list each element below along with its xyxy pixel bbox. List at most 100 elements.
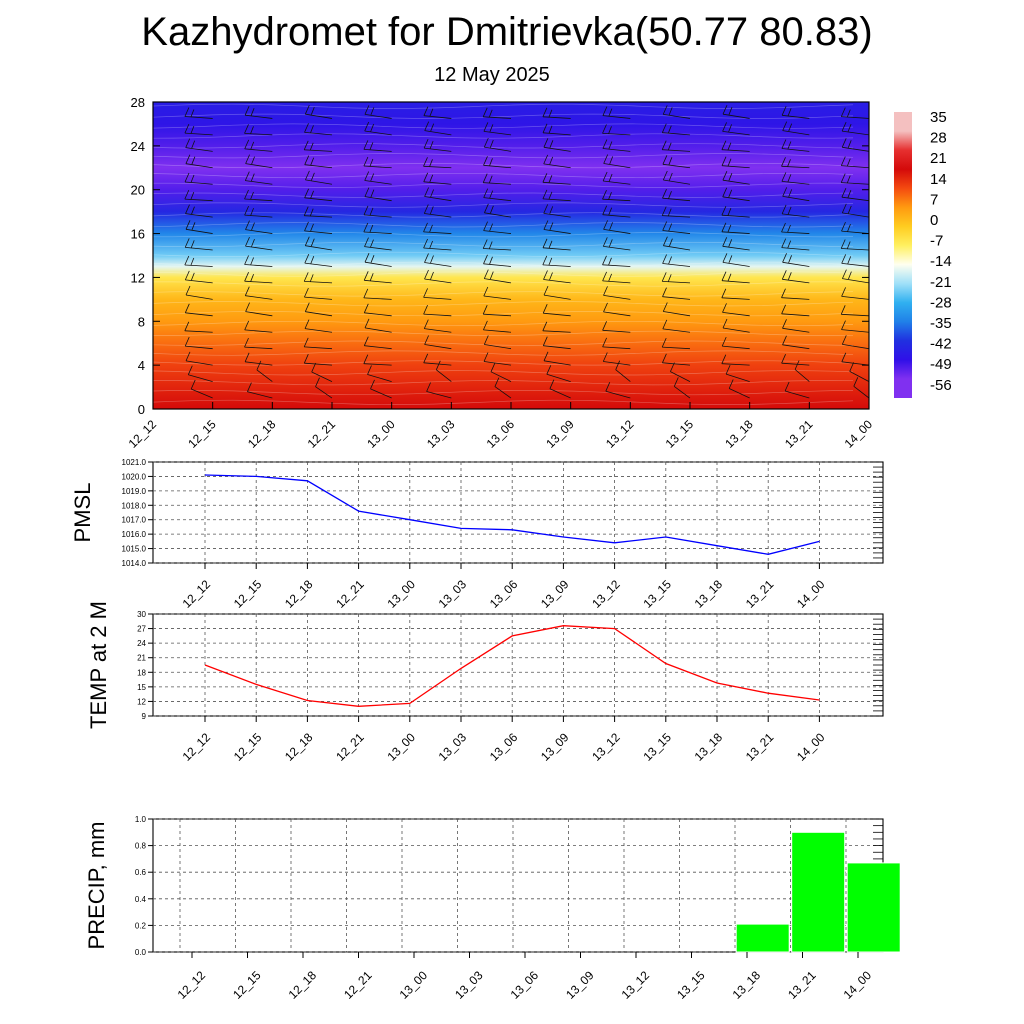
wind-barb-shaft bbox=[543, 312, 571, 317]
wind-barb-shaft bbox=[153, 397, 154, 399]
wind-barb-flag bbox=[132, 206, 135, 214]
wind-barb-flag bbox=[603, 220, 608, 230]
chart-subtitle: 12 May 2025 bbox=[434, 64, 550, 86]
wind-barb-shaft bbox=[423, 165, 452, 169]
y-tick-label: 1014.0 bbox=[122, 559, 147, 568]
wind-barb-flag bbox=[429, 240, 433, 249]
wind-barb-flag bbox=[126, 123, 130, 132]
heatmap-x-tick-label: 13_03 bbox=[424, 417, 458, 451]
wind-barb-shaft bbox=[663, 245, 691, 251]
wind-barb-flag bbox=[184, 303, 190, 313]
wind-barb-shaft bbox=[842, 146, 869, 152]
wind-barb-flag bbox=[847, 190, 852, 198]
wind-barb-flag bbox=[727, 273, 732, 282]
wind-barb-shaft bbox=[603, 163, 631, 169]
wind-barb-shaft bbox=[782, 196, 810, 202]
wind-barb-shaft bbox=[244, 133, 273, 136]
contour-line bbox=[153, 340, 854, 346]
wind-barb-shaft bbox=[602, 115, 631, 119]
wind-barb-shaft bbox=[662, 296, 691, 300]
wind-barb-flag bbox=[489, 271, 494, 280]
wind-barb-flag bbox=[549, 272, 553, 281]
wind-barb-shaft bbox=[423, 313, 452, 317]
wind-barb-shaft bbox=[543, 146, 571, 152]
wind-barb-flag bbox=[721, 288, 727, 298]
wind-barb-flag bbox=[190, 257, 195, 266]
heatmap-y-tick-label: 4 bbox=[138, 358, 145, 373]
wind-barb-shaft bbox=[426, 391, 452, 399]
wind-barb-flag bbox=[542, 336, 548, 346]
wind-barb-shaft bbox=[184, 181, 213, 185]
colorbar-label: -42 bbox=[930, 336, 952, 353]
colorbar-label: 35 bbox=[930, 109, 947, 126]
wind-barb-shaft bbox=[305, 113, 333, 119]
wind-barb-shaft bbox=[153, 298, 154, 300]
wind-barb-flag bbox=[608, 273, 612, 282]
wind-barb-flag bbox=[244, 337, 249, 348]
wind-barb-shaft bbox=[245, 311, 273, 317]
wind-barb-flag bbox=[602, 337, 607, 348]
wind-barb-flag bbox=[191, 140, 196, 149]
pmsl-series-line bbox=[204, 474, 820, 555]
wind-barb-flag bbox=[840, 173, 846, 183]
wind-barb-flag bbox=[542, 189, 548, 200]
wind-barb-shaft bbox=[184, 330, 213, 333]
wind-barb-shaft bbox=[185, 294, 213, 300]
wind-barb-flag bbox=[126, 352, 130, 361]
wind-barb-shaft bbox=[153, 331, 154, 333]
y-tick-label: 0.4 bbox=[135, 895, 147, 904]
wind-barb-flag bbox=[489, 223, 493, 232]
wind-barb-flag bbox=[310, 107, 315, 115]
wind-barb-shaft bbox=[184, 198, 213, 202]
wind-barb-flag bbox=[603, 286, 608, 296]
wind-barb-flag bbox=[841, 221, 846, 232]
wind-barb-shaft bbox=[483, 131, 512, 136]
wind-barb-shaft bbox=[722, 345, 750, 350]
wind-barb-flag bbox=[841, 287, 846, 297]
wind-barb-flag bbox=[841, 335, 847, 345]
wind-barb-flag bbox=[244, 124, 249, 134]
wind-barb-flag bbox=[549, 156, 554, 165]
heatmap-y-tick-label: 8 bbox=[138, 314, 145, 329]
wind-barb-flag bbox=[126, 221, 130, 230]
wind-barb-flag bbox=[310, 223, 314, 232]
wind-barb-flag bbox=[250, 173, 255, 182]
wind-barb-flag bbox=[787, 141, 792, 150]
x-tick-label: 13_03 bbox=[436, 577, 470, 611]
wind-barb-flag bbox=[190, 125, 195, 134]
wind-barb-flag bbox=[483, 221, 488, 231]
wind-barb-shaft bbox=[781, 247, 810, 251]
wind-barb-flag bbox=[256, 360, 262, 371]
wind-barb-shaft bbox=[603, 229, 631, 234]
heatmap-y-tick-label: 12 bbox=[131, 270, 145, 285]
wind-barb-shaft bbox=[364, 345, 392, 350]
wind-barb-shaft bbox=[543, 163, 571, 169]
wind-barb-flag bbox=[370, 107, 375, 116]
contour-line bbox=[153, 360, 854, 366]
wind-barb-flag bbox=[126, 204, 130, 213]
wind-barb-flag bbox=[728, 239, 733, 247]
x-tick-label: 12_15 bbox=[231, 730, 265, 764]
wind-barb-flag bbox=[483, 269, 489, 279]
contour-line bbox=[153, 301, 854, 307]
wind-barb-flag bbox=[247, 382, 252, 392]
colorbar-label: 14 bbox=[930, 171, 947, 188]
wind-barb-shaft bbox=[662, 346, 691, 350]
wind-barb-shaft bbox=[722, 113, 750, 119]
wind-barb-shaft bbox=[722, 179, 750, 185]
wind-barb-flag bbox=[662, 302, 668, 312]
wind-barb-flag bbox=[728, 107, 733, 115]
wind-barb-flag bbox=[542, 321, 548, 331]
wind-barb-shaft bbox=[153, 381, 154, 382]
wind-barb-flag bbox=[853, 377, 859, 387]
wind-barb-flag bbox=[370, 379, 375, 390]
colorbar-label: -28 bbox=[930, 294, 952, 311]
wind-barb-shaft bbox=[841, 296, 869, 300]
wind-barb-flag bbox=[794, 360, 800, 370]
wind-barb-flag bbox=[430, 271, 434, 280]
wind-barb-shaft bbox=[841, 313, 869, 317]
wind-barb-flag bbox=[781, 172, 787, 182]
wind-barb-flag bbox=[369, 142, 374, 151]
y-axis-label: PMSL bbox=[70, 483, 95, 543]
wind-barb-shaft bbox=[185, 312, 213, 317]
